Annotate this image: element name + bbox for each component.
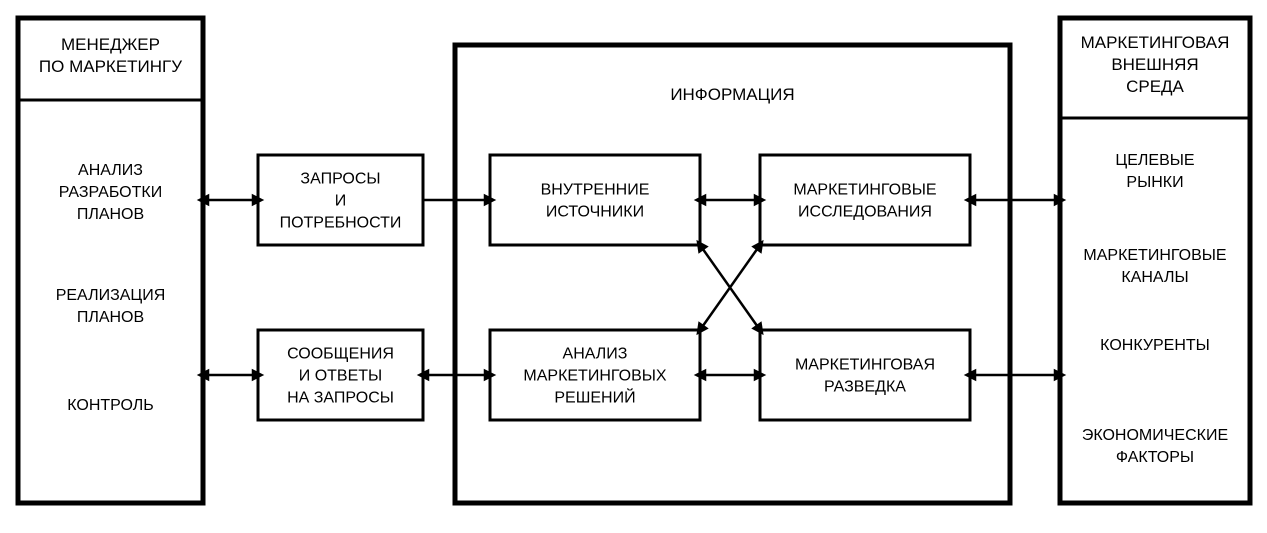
left-panel-item-2: КОНТРОЛЬ — [67, 397, 154, 414]
info-cell-br — [760, 330, 970, 420]
svg-text:МАРКЕТИНГОВЫЕ: МАРКЕТИНГОВЫЕ — [1083, 247, 1226, 264]
svg-text:КОНТРОЛЬ: КОНТРОЛЬ — [67, 397, 154, 414]
svg-text:МАРКЕТИНГОВЫЕ: МАРКЕТИНГОВЫЕ — [793, 182, 936, 199]
left-panel — [18, 18, 203, 503]
svg-text:ЭКОНОМИЧЕСКИЕ: ЭКОНОМИЧЕСКИЕ — [1082, 427, 1228, 444]
svg-text:ИССЛЕДОВАНИЯ: ИССЛЕДОВАНИЯ — [798, 204, 932, 221]
svg-text:И ОТВЕТЫ: И ОТВЕТЫ — [299, 368, 382, 385]
svg-text:МАРКЕТИНГОВАЯ: МАРКЕТИНГОВАЯ — [1081, 33, 1230, 52]
svg-text:ФАКТОРЫ: ФАКТОРЫ — [1116, 449, 1194, 466]
svg-text:КАНАЛЫ: КАНАЛЫ — [1121, 269, 1188, 286]
info-cell-tr — [760, 155, 970, 245]
svg-text:ИСТОЧНИКИ: ИСТОЧНИКИ — [546, 204, 644, 221]
right-panel-item-2: КОНКУРЕНТЫ — [1100, 337, 1210, 354]
svg-text:РЕШЕНИЙ: РЕШЕНИЙ — [554, 388, 635, 407]
svg-text:РЕАЛИЗАЦИЯ: РЕАЛИЗАЦИЯ — [56, 287, 166, 304]
svg-text:МЕНЕДЖЕР: МЕНЕДЖЕР — [61, 35, 160, 54]
info-panel — [455, 45, 1010, 503]
svg-text:И: И — [335, 193, 347, 210]
info-panel-title: ИНФОРМАЦИЯ — [670, 85, 794, 104]
svg-text:ПОТРЕБНОСТИ: ПОТРЕБНОСТИ — [280, 215, 402, 232]
svg-text:ЗАПРОСЫ: ЗАПРОСЫ — [300, 171, 380, 188]
svg-text:РАЗВЕДКА: РАЗВЕДКА — [824, 379, 906, 396]
svg-text:НА ЗАПРОСЫ: НА ЗАПРОСЫ — [287, 390, 394, 407]
svg-text:РАЗРАБОТКИ: РАЗРАБОТКИ — [59, 184, 162, 201]
svg-text:АНАЛИЗ: АНАЛИЗ — [78, 162, 143, 179]
svg-text:СООБЩЕНИЯ: СООБЩЕНИЯ — [287, 346, 394, 363]
svg-text:ВНЕШНЯЯ: ВНЕШНЯЯ — [1111, 55, 1198, 74]
mid-box-messages-label: СООБЩЕНИЯ И ОТВЕТЫ НА ЗАПРОСЫ — [287, 346, 394, 407]
info-cell-tl — [490, 155, 700, 245]
svg-text:МАРКЕТИНГОВАЯ: МАРКЕТИНГОВАЯ — [795, 357, 935, 374]
svg-text:РЫНКИ: РЫНКИ — [1126, 174, 1183, 191]
svg-text:ВНУТРЕННИЕ: ВНУТРЕННИЕ — [541, 182, 650, 199]
svg-text:КОНКУРЕНТЫ: КОНКУРЕНТЫ — [1100, 337, 1210, 354]
svg-text:ПЛАНОВ: ПЛАНОВ — [77, 206, 144, 223]
svg-text:ПЛАНОВ: ПЛАНОВ — [77, 309, 144, 326]
svg-text:ЦЕЛЕВЫЕ: ЦЕЛЕВЫЕ — [1115, 152, 1194, 169]
svg-text:СРЕДА: СРЕДА — [1126, 77, 1184, 96]
svg-text:АНАЛИЗ: АНАЛИЗ — [563, 346, 628, 363]
svg-text:ПО МАРКЕТИНГУ: ПО МАРКЕТИНГУ — [39, 57, 182, 76]
svg-text:МАРКЕТИНГОВЫХ: МАРКЕТИНГОВЫХ — [523, 368, 667, 385]
